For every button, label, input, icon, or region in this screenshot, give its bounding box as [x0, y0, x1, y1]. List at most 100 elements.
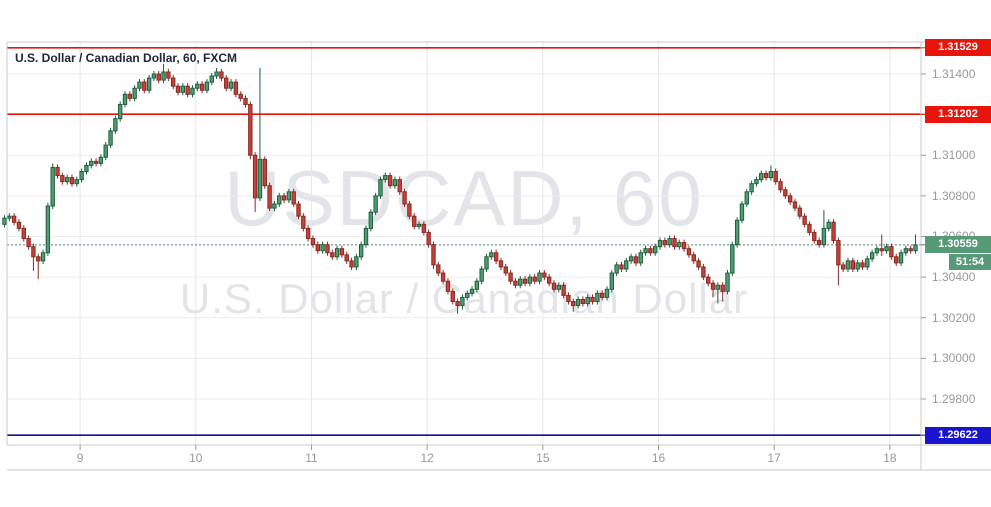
candle-down	[493, 252, 499, 262]
candle-up	[884, 246, 889, 252]
candle-up	[146, 77, 152, 91]
candle-up	[108, 130, 113, 146]
candle-down	[812, 231, 817, 242]
candle-down	[402, 191, 407, 205]
candle-down	[633, 256, 639, 264]
candle-up	[286, 191, 292, 201]
candle-up	[768, 170, 774, 179]
candle-down	[792, 201, 798, 209]
candle-up	[190, 87, 195, 95]
candle-down	[142, 81, 147, 91]
candle-down	[291, 191, 296, 205]
candle-up	[103, 144, 108, 158]
candle-up	[132, 87, 137, 99]
candle-down	[648, 248, 653, 254]
candle-down	[508, 272, 513, 282]
candle-up	[527, 276, 533, 284]
candle-up	[79, 170, 84, 181]
candle-up	[624, 260, 629, 270]
candle-up	[744, 191, 749, 205]
candle-down	[36, 256, 41, 262]
candle-up	[667, 238, 672, 246]
candle-down	[11, 215, 17, 223]
candle-down	[339, 248, 345, 256]
candle-down	[281, 195, 287, 201]
candle-up	[354, 256, 359, 268]
candle-down	[802, 215, 807, 225]
candle-down	[599, 292, 605, 298]
candle-down	[55, 166, 60, 177]
candle-down	[701, 266, 706, 278]
candle-up	[484, 256, 489, 270]
candle-down	[580, 298, 586, 305]
candle-down	[571, 300, 576, 307]
candle-down	[889, 246, 894, 258]
candle-up	[749, 183, 754, 193]
candle-up	[84, 164, 89, 172]
candle-up	[628, 256, 634, 262]
candle-down	[349, 260, 354, 268]
candle-up	[537, 272, 542, 282]
candle-up	[489, 252, 494, 258]
candle-up	[643, 248, 648, 254]
candle-up	[653, 246, 658, 254]
candle-down	[219, 71, 224, 79]
candle-up	[826, 221, 831, 229]
candle-down	[783, 189, 788, 197]
candle-down	[503, 266, 508, 274]
candle-down	[344, 254, 349, 262]
candle-down	[199, 83, 205, 91]
candle-up	[759, 173, 764, 181]
candle-down	[720, 284, 725, 292]
candle-down	[305, 227, 311, 240]
candle-down	[710, 282, 716, 290]
candle-down	[816, 240, 822, 246]
candle-up	[585, 296, 590, 305]
symbol-legend[interactable]: U.S. Dollar / Canadian Dollar, 60, FXCM	[15, 51, 238, 65]
candle-up	[874, 248, 880, 254]
candle-up	[151, 73, 157, 79]
candle-down	[778, 181, 783, 191]
candle-down	[156, 73, 161, 81]
candle-up	[913, 244, 918, 252]
candle-down	[21, 227, 26, 240]
candle-down	[807, 223, 812, 233]
candle-up	[465, 292, 470, 298]
candle-up	[358, 244, 364, 258]
candle-up	[209, 75, 214, 83]
candle-down	[542, 272, 547, 278]
candle-down	[421, 223, 427, 233]
candle-down	[831, 221, 836, 242]
candle-up	[180, 85, 186, 93]
candle-down	[248, 103, 253, 156]
candle-down	[262, 158, 267, 187]
candle-up	[865, 258, 870, 268]
candle-down	[860, 262, 865, 268]
candle-up	[734, 219, 740, 246]
candle-up	[604, 288, 610, 298]
candle-down	[127, 93, 133, 99]
candle-down	[879, 248, 884, 252]
candle-up	[739, 203, 745, 221]
candle-down	[908, 248, 913, 252]
candle-down	[69, 177, 75, 185]
candle-up	[378, 179, 383, 197]
candle-up	[195, 83, 200, 89]
candle-up	[556, 284, 561, 290]
candle-down	[436, 264, 441, 274]
candle-up	[161, 71, 166, 81]
candle-up	[855, 262, 860, 270]
candle-down	[619, 264, 624, 270]
candle-down	[532, 276, 537, 282]
candle-down	[681, 242, 687, 250]
candle-down	[431, 244, 436, 266]
candle-up	[204, 81, 210, 91]
candle-up	[383, 175, 388, 181]
candle-up	[137, 81, 142, 89]
candle-up	[277, 195, 282, 205]
candle-up	[392, 179, 398, 187]
candle-up	[113, 118, 118, 132]
candle-down	[171, 77, 176, 87]
candle-up	[368, 211, 374, 229]
